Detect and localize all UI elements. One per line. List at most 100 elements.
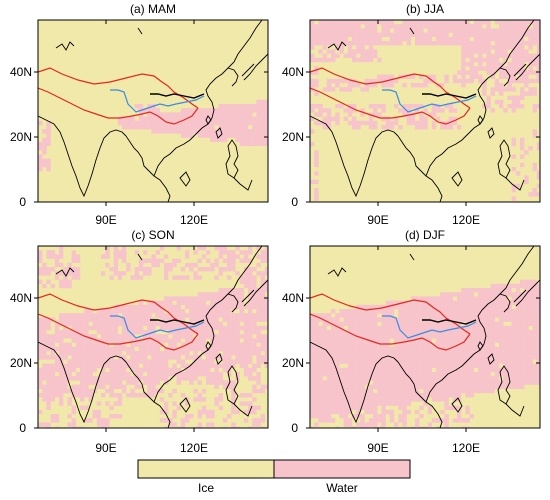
water-cell — [189, 120, 194, 126]
water-cell — [180, 275, 186, 280]
water-cell — [314, 372, 319, 377]
water-cell — [360, 32, 365, 37]
water-cell — [143, 342, 148, 347]
water-cell — [326, 372, 332, 377]
water-cell — [206, 116, 211, 121]
water-cell — [130, 330, 135, 335]
water-cell — [109, 334, 114, 339]
water-cell — [54, 363, 60, 368]
water-cell — [80, 330, 85, 335]
water-cell — [515, 49, 521, 54]
water-cell — [431, 24, 437, 29]
water-cell — [260, 414, 265, 419]
water-cell — [130, 346, 135, 352]
water-cell — [339, 409, 344, 415]
water-cell — [356, 384, 361, 389]
water-cell — [310, 388, 315, 394]
water-cell — [326, 418, 332, 423]
water-cell — [398, 355, 403, 360]
water-cell — [126, 330, 131, 335]
water-cell — [347, 108, 353, 113]
water-cell — [494, 359, 500, 364]
water-cell — [105, 372, 110, 377]
water-cell — [75, 346, 81, 352]
water-cell — [511, 57, 516, 63]
water-cell — [101, 317, 106, 322]
water-cell — [373, 309, 378, 314]
water-cell — [486, 334, 491, 339]
water-cell — [515, 363, 521, 368]
water-cell — [130, 376, 135, 381]
water-cell — [394, 28, 399, 33]
water-cell — [310, 179, 315, 184]
water-cell — [42, 351, 47, 356]
water-cell — [377, 338, 382, 343]
water-cell — [452, 338, 458, 343]
water-cell — [310, 376, 315, 381]
water-cell — [218, 112, 223, 117]
water-cell — [318, 32, 323, 37]
water-cell — [231, 409, 236, 415]
water-cell — [335, 36, 340, 42]
water-cell — [515, 367, 521, 373]
water-cell — [151, 112, 156, 117]
water-cell — [117, 376, 123, 381]
water-cell — [314, 367, 319, 373]
water-cell — [326, 125, 332, 130]
water-cell — [532, 133, 537, 138]
water-cell — [452, 41, 458, 46]
water-cell — [210, 334, 215, 339]
water-cell — [210, 376, 215, 381]
water-cell — [143, 355, 148, 360]
water-cell — [440, 313, 445, 318]
water-cell — [524, 321, 529, 326]
water-cell — [507, 372, 512, 377]
water-cell — [147, 104, 152, 109]
water-cell — [490, 32, 495, 37]
water-cell — [159, 129, 165, 134]
water-cell — [63, 372, 68, 377]
water-cell — [469, 384, 474, 389]
water-cell — [260, 338, 265, 343]
water-cell — [373, 338, 378, 343]
water-cell — [168, 296, 173, 301]
water-cell — [482, 87, 487, 92]
water-cell — [218, 250, 223, 255]
water-cell — [381, 384, 386, 389]
water-cell — [314, 355, 319, 360]
water-cell — [193, 309, 198, 314]
water-cell — [256, 292, 261, 297]
water-cell — [520, 376, 525, 381]
water-cell — [260, 359, 265, 364]
water-cell — [164, 317, 169, 322]
water-cell — [511, 95, 516, 100]
water-cell — [444, 418, 449, 423]
water-cell — [322, 393, 327, 398]
water-cell — [364, 24, 369, 29]
panel-mam: (a) MAM — [37, 2, 269, 203]
water-cell — [444, 401, 449, 406]
water-cell — [457, 414, 462, 419]
water-cell — [457, 296, 462, 301]
water-cell — [385, 32, 390, 37]
water-cell — [71, 334, 76, 339]
water-cell — [80, 338, 85, 343]
water-cell — [478, 384, 483, 389]
water-cell — [364, 401, 369, 406]
water-cell — [364, 346, 369, 352]
water-cell — [389, 78, 395, 84]
water-cell — [381, 317, 386, 322]
water-cell — [385, 120, 390, 126]
water-cell — [331, 351, 336, 356]
water-cell — [122, 120, 127, 126]
water-cell — [440, 351, 445, 356]
water-cell — [243, 254, 249, 259]
water-cell — [528, 317, 533, 322]
water-cell — [248, 342, 253, 347]
water-cell — [113, 346, 118, 352]
water-cell — [457, 338, 462, 343]
water-cell — [322, 87, 327, 92]
water-cell — [528, 292, 533, 297]
water-cell — [377, 41, 382, 46]
water-cell — [172, 112, 177, 117]
